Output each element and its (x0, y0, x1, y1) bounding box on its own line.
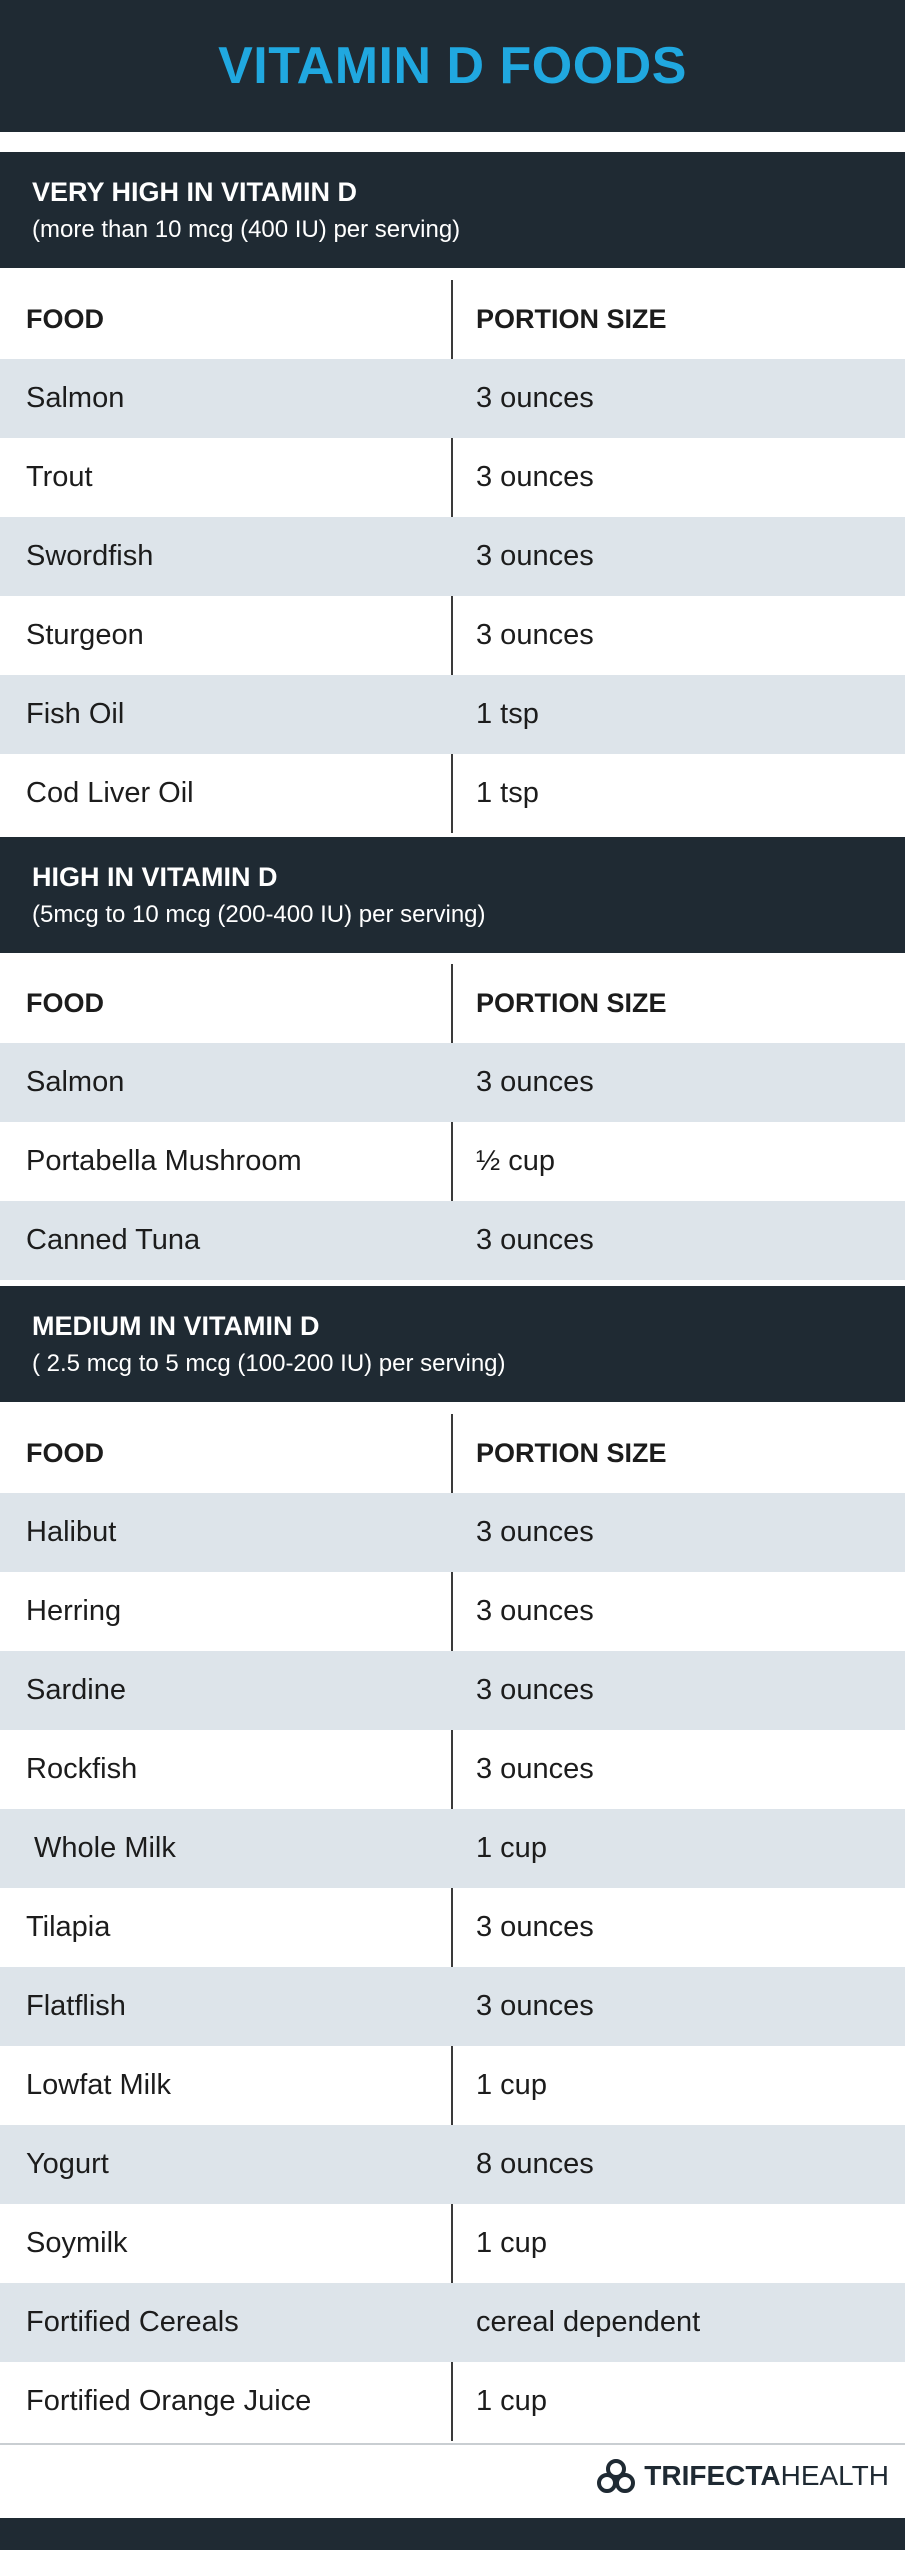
section-title: HIGH IN VITAMIN D (32, 861, 278, 892)
food-cell: Halibut (26, 1516, 117, 1548)
brand-part2: HEALTH (780, 2460, 889, 2491)
column-divider (451, 1414, 453, 2441)
food-cell: Swordfish (26, 540, 154, 572)
table-row: Halibut 3 ounces (0, 1493, 905, 1572)
table-row: Fortified Cereals cereal dependent (0, 2283, 905, 2362)
section-title: VERY HIGH IN VITAMIN D (32, 176, 358, 207)
food-cell: Herring (26, 1595, 122, 1627)
food-cell: Canned Tuna (26, 1224, 201, 1256)
table-row: Sturgeon 3 ounces (0, 596, 905, 675)
food-cell: Flatflish (26, 1990, 126, 2022)
food-cell: Trout (26, 461, 93, 493)
portion-cell: 3 ounces (476, 1911, 594, 1943)
table-row: Canned Tuna 3 ounces (0, 1201, 905, 1280)
food-cell: Tilapia (26, 1911, 111, 1943)
table-row: Tilapia 3 ounces (0, 1888, 905, 1967)
table-row: Trout 3 ounces (0, 438, 905, 517)
trifecta-logo-icon (597, 2459, 636, 2493)
table-row: Sardine 3 ounces (0, 1651, 905, 1730)
portion-cell: 3 ounces (476, 619, 594, 651)
table-row: Salmon 3 ounces (0, 359, 905, 438)
section-subtitle: (more than 10 mcg (400 IU) per serving) (32, 215, 461, 243)
footer-bar (0, 2518, 905, 2550)
food-cell: Whole Milk (26, 1832, 176, 1864)
portion-cell: 3 ounces (476, 1224, 594, 1256)
portion-cell: 1 cup (476, 2069, 547, 2101)
section-header-very-high: VERY HIGH IN VITAMIN D (more than 10 mcg… (0, 152, 905, 268)
table-header-row: FOOD PORTION SIZE (0, 1414, 905, 1493)
portion-cell: 3 ounces (476, 1674, 594, 1706)
portion-cell: 3 ounces (476, 382, 594, 414)
page-title: VITAMIN D FOODS (218, 37, 687, 95)
portion-cell: 3 ounces (476, 1753, 594, 1785)
header-portion: PORTION SIZE (476, 1438, 667, 1468)
portion-cell: 3 ounces (476, 461, 594, 493)
portion-cell: 3 ounces (476, 1516, 594, 1548)
bottom-rule (0, 2443, 905, 2445)
table-row: Fish Oil 1 tsp (0, 675, 905, 754)
portion-cell: ½ cup (476, 1145, 555, 1177)
food-cell: Salmon (26, 1066, 125, 1098)
food-cell: Fish Oil (26, 698, 125, 730)
food-cell: Yogurt (26, 2148, 109, 2180)
table-row: Herring 3 ounces (0, 1572, 905, 1651)
brand-logo: TRIFECTAHEALTH (596, 2452, 889, 2500)
table-row: Soymilk 1 cup (0, 2204, 905, 2283)
table-header-row: FOOD PORTION SIZE (0, 964, 905, 1043)
table-medium: FOOD PORTION SIZE Halibut 3 ounces Herrin… (0, 1414, 905, 2441)
table-row: Salmon 3 ounces (0, 1043, 905, 1122)
section-header-medium: MEDIUM IN VITAMIN D ( 2.5 mcg to 5 mcg (… (0, 1286, 905, 1402)
portion-cell: 1 cup (476, 2385, 547, 2417)
spacer (0, 833, 905, 837)
food-cell: Cod Liver Oil (26, 777, 194, 809)
title-bar: VITAMIN D FOODS (0, 0, 905, 132)
table-row: Cod Liver Oil 1 tsp (0, 754, 905, 833)
header-food: FOOD (26, 304, 104, 334)
food-cell: Fortified Cereals (26, 2306, 239, 2338)
portion-cell: 1 cup (476, 2227, 547, 2259)
portion-cell: 1 cup (476, 1832, 547, 1864)
table-high: FOOD PORTION SIZE Salmon 3 ounces Portabe… (0, 964, 905, 1280)
food-cell: Salmon (26, 382, 125, 414)
header-portion: PORTION SIZE (476, 304, 667, 334)
table-very-high: FOOD PORTION SIZE Salmon 3 ounces Trout 3 … (0, 280, 905, 833)
table-row: Lowfat Milk 1 cup (0, 2046, 905, 2125)
food-cell: Lowfat Milk (26, 2069, 172, 2101)
section-header-high: HIGH IN VITAMIN D (5mcg to 10 mcg (200-4… (0, 837, 905, 953)
portion-cell: 1 tsp (476, 698, 539, 730)
portion-cell: 1 tsp (476, 777, 539, 809)
portion-cell: 3 ounces (476, 1066, 594, 1098)
column-divider (451, 964, 453, 1280)
table-row: Whole Milk 1 cup (0, 1809, 905, 1888)
table-header-row: FOOD PORTION SIZE (0, 280, 905, 359)
table-row: Rockfish 3 ounces (0, 1730, 905, 1809)
table-row: Flatflish 3 ounces (0, 1967, 905, 2046)
food-cell: Sardine (26, 1674, 126, 1706)
header-food: FOOD (26, 988, 104, 1018)
header-food: FOOD (26, 1438, 104, 1468)
table-row: Portabella Mushroom ½ cup (0, 1122, 905, 1201)
portion-cell: 3 ounces (476, 1595, 594, 1627)
food-cell: Soymilk (26, 2227, 128, 2259)
portion-cell: 3 ounces (476, 1990, 594, 2022)
header-portion: PORTION SIZE (476, 988, 667, 1018)
food-cell: Sturgeon (26, 619, 144, 651)
section-title: MEDIUM IN VITAMIN D (32, 1310, 320, 1341)
table-row: Yogurt 8 ounces (0, 2125, 905, 2204)
food-cell: Fortified Orange Juice (26, 2385, 312, 2417)
food-cell: Rockfish (26, 1753, 138, 1785)
section-subtitle: (5mcg to 10 mcg (200-400 IU) per serving… (32, 900, 486, 928)
section-subtitle: ( 2.5 mcg to 5 mcg (100-200 IU) per serv… (32, 1349, 506, 1377)
portion-cell: cereal dependent (476, 2306, 701, 2338)
brand-part1: TRIFECTA (644, 2460, 781, 2491)
food-cell: Portabella Mushroom (26, 1145, 302, 1177)
table-row: Fortified Orange Juice 1 cup (0, 2362, 905, 2441)
spacer (0, 1280, 905, 1286)
portion-cell: 3 ounces (476, 540, 594, 572)
table-row: Swordfish 3 ounces (0, 517, 905, 596)
portion-cell: 8 ounces (476, 2148, 594, 2180)
